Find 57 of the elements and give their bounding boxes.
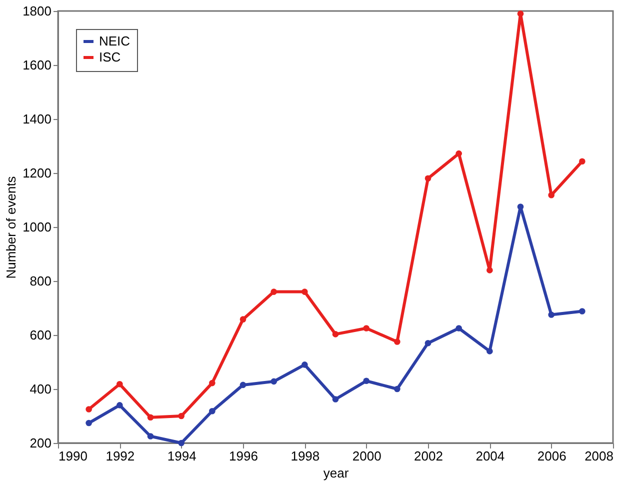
- point: [147, 433, 154, 440]
- point: [240, 382, 246, 388]
- y-tick-label: 1600: [22, 58, 52, 72]
- point: [363, 325, 370, 332]
- point: [116, 380, 123, 388]
- x-tick-label: 1994: [167, 448, 196, 464]
- point: [394, 338, 400, 345]
- point: [548, 312, 554, 318]
- point: [147, 414, 154, 421]
- point: [178, 440, 184, 446]
- y-tick-label: 600: [30, 328, 52, 342]
- x-tick-label: 2004: [476, 448, 505, 464]
- point: [456, 150, 462, 157]
- point: [86, 420, 92, 426]
- y-tick-label: 1800: [22, 4, 52, 18]
- x-tick-label: 1998: [290, 448, 320, 464]
- point: [486, 267, 493, 274]
- y-tick-label: 1000: [22, 220, 52, 234]
- y-tick-label: 1400: [22, 112, 52, 126]
- x-tick-label: 1996: [229, 448, 258, 464]
- point: [86, 406, 92, 412]
- point: [332, 396, 339, 402]
- point: [209, 380, 216, 386]
- x-tick-label: 1992: [106, 448, 135, 464]
- point: [178, 412, 184, 420]
- point: [579, 158, 586, 165]
- x-tick-label: 2000: [352, 448, 382, 464]
- point: [394, 386, 400, 392]
- y-tick-label: 800: [30, 274, 52, 288]
- x-tick-label: 2006: [537, 448, 566, 464]
- x-tick-label: 1990: [58, 448, 88, 464]
- point: [270, 378, 277, 385]
- legend-label: NEIC: [99, 34, 130, 48]
- point: [579, 308, 586, 314]
- legend-label: ISC: [99, 50, 121, 64]
- point: [209, 408, 216, 414]
- point: [517, 10, 524, 17]
- point: [548, 192, 554, 198]
- point: [116, 402, 123, 408]
- point: [486, 348, 493, 354]
- y-axis-title: Number of events: [4, 176, 19, 279]
- point: [424, 175, 432, 182]
- point: [363, 378, 370, 384]
- point: [302, 362, 308, 368]
- y-tick-label: 400: [30, 382, 52, 396]
- point: [302, 288, 308, 295]
- point: [270, 288, 277, 295]
- point: [332, 331, 339, 338]
- point: [240, 316, 246, 322]
- point: [517, 204, 524, 210]
- x-axis-title: year: [323, 466, 350, 480]
- point: [424, 340, 432, 346]
- y-tick-label: 1200: [22, 166, 52, 180]
- x-tick-label: 2008: [584, 448, 614, 464]
- y-tick-label: 200: [30, 436, 52, 450]
- x-tick-label: 2002: [414, 448, 443, 464]
- point: [456, 325, 462, 332]
